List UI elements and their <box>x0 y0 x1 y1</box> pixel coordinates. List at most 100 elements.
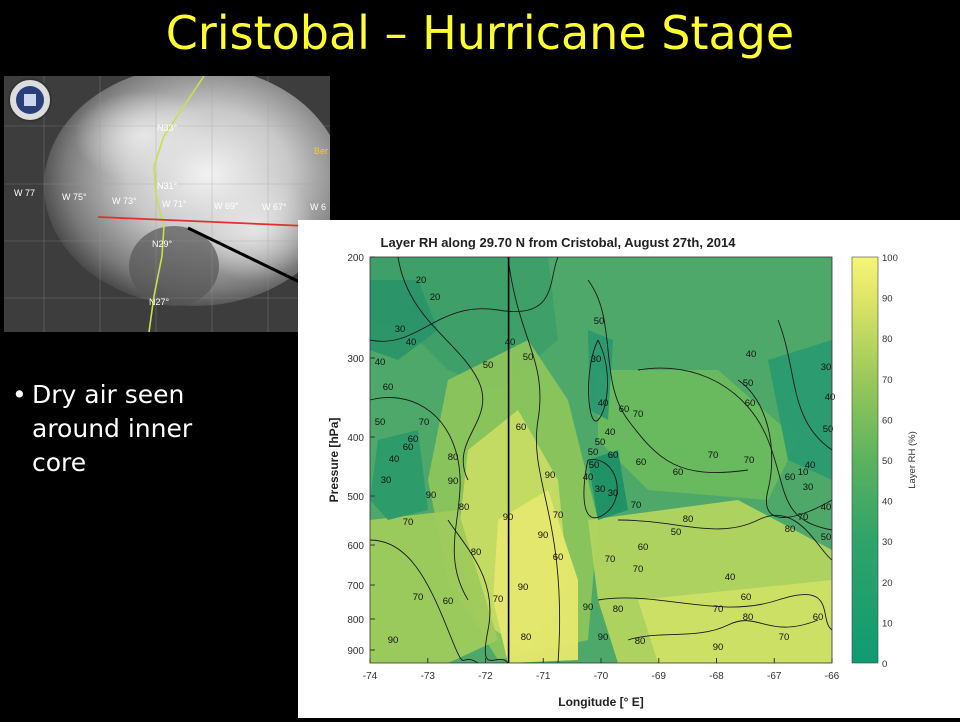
contour-label: 60 <box>403 442 414 453</box>
contour-line <box>507 256 561 664</box>
contour-label: 80 <box>448 452 459 463</box>
contour-label: 80 <box>521 632 532 643</box>
y-tick-label: 800 <box>347 615 364 626</box>
contour-label: 60 <box>383 382 394 393</box>
colorbar-tick-label: 60 <box>882 415 893 426</box>
contour-label: 90 <box>448 476 459 487</box>
colorbar-tick-label: 40 <box>882 497 893 508</box>
contour-line <box>587 279 749 473</box>
y-tick-label: 500 <box>347 492 364 503</box>
contour-label: 90 <box>388 635 399 646</box>
contour-label: 20 <box>430 292 441 303</box>
contour-label: 30 <box>821 362 832 373</box>
contour-label: 70 <box>744 455 755 466</box>
contour-label: 90 <box>518 582 529 593</box>
contour-fill-region <box>370 430 428 520</box>
contour-label: 90 <box>713 642 724 653</box>
contour-label: 30 <box>595 484 606 495</box>
sat-lon-label: W 69° <box>214 201 239 211</box>
contour-label: 60 <box>741 592 752 603</box>
contour-label: 30 <box>381 475 392 486</box>
contour-label: 60 <box>619 404 630 415</box>
contour-label: 70 <box>553 510 564 521</box>
sat-lat-label: N29° <box>152 239 173 249</box>
contour-line <box>369 256 559 342</box>
contour-label: 80 <box>613 604 624 615</box>
colorbar-tick-label: 70 <box>882 375 893 386</box>
bullet-text: Dry air seen around inner core <box>32 380 193 477</box>
contour-label: 30 <box>803 482 814 493</box>
satellite-image: N33° N31° N29° N27° W 77 W 75° W 73° W 7… <box>4 76 330 332</box>
contour-label: 40 <box>746 349 757 360</box>
contour-label: 50 <box>483 360 494 371</box>
x-axis-label: Longitude [° E] <box>558 695 643 709</box>
sat-lon-label: W 67° <box>262 202 287 212</box>
contour-line <box>369 397 469 601</box>
contour-label: 60 <box>638 542 649 553</box>
contour-fill-region <box>370 280 438 360</box>
contour-label: 70 <box>779 632 790 643</box>
contour-label: 50 <box>594 316 605 327</box>
contour-label: 30 <box>608 488 619 499</box>
contour-label: 70 <box>713 604 724 615</box>
y-axis-label: Pressure [hPa] <box>327 418 341 503</box>
colorbar-tick-label: 50 <box>882 456 893 467</box>
contour-label: 50 <box>823 424 834 435</box>
contour-label: 90 <box>545 470 556 481</box>
contour-label: 80 <box>743 612 754 623</box>
colorbar-tick-label: 20 <box>882 578 893 589</box>
contour-label: 90 <box>538 530 549 541</box>
y-tick-label: 400 <box>347 433 364 444</box>
sat-lon-label: W 75° <box>62 192 87 202</box>
contour-label: 40 <box>406 337 417 348</box>
contour-label: 70 <box>403 517 414 528</box>
contour-label: 40 <box>825 392 836 403</box>
contour-fill-region <box>493 490 578 663</box>
contour-label: 70 <box>798 512 809 523</box>
contour-label: 40 <box>375 357 386 368</box>
contour-line <box>397 256 484 481</box>
contour-label: 80 <box>635 636 646 647</box>
colorbar-tick-label: 90 <box>882 294 893 305</box>
contour-label: 60 <box>745 398 756 409</box>
contour-label: 40 <box>725 572 736 583</box>
contour-line <box>637 367 833 531</box>
contour-label: 60 <box>813 612 824 623</box>
slide-title: Cristobal – Hurricane Stage <box>165 6 795 60</box>
contour-fill-region <box>638 580 832 663</box>
colorbar-tick-label: 100 <box>882 253 898 264</box>
sat-fragment-label: Ber <box>314 146 328 156</box>
sat-lat-label: N31° <box>157 181 178 191</box>
contour-label: 50 <box>589 460 600 471</box>
contour-label: 90 <box>598 632 609 643</box>
contour-label: 80 <box>785 524 796 535</box>
contour-label: 50 <box>375 417 386 428</box>
contour-label: 80 <box>459 502 470 513</box>
contour-line <box>617 514 833 561</box>
contour-label: 80 <box>471 547 482 558</box>
contour-label: 70 <box>605 554 616 565</box>
contour-line <box>447 519 509 664</box>
contour-fill-region <box>588 450 628 520</box>
contour-label: 40 <box>605 427 616 438</box>
contour-label: 80 <box>683 514 694 525</box>
x-tick-label: -69 <box>652 671 667 682</box>
x-tick-label: -66 <box>825 671 840 682</box>
bullet-point: • Dry air seen around inner core <box>12 378 242 480</box>
contour-label: 50 <box>821 532 832 543</box>
y-tick-label: 700 <box>347 581 364 592</box>
colorbar-tick-label: 30 <box>882 537 893 548</box>
contour-line <box>588 339 608 422</box>
sat-lon-label: W 77 <box>14 188 35 198</box>
contour-label: 30 <box>395 324 406 335</box>
contour-label: 70 <box>631 500 642 511</box>
y-tick-label: 200 <box>347 253 364 264</box>
contour-label: 60 <box>553 552 564 563</box>
contour-label: 60 <box>785 472 796 483</box>
colorbar-label: Layer RH (%) <box>907 431 918 489</box>
colorbar <box>851 256 879 664</box>
contour-label: 70 <box>633 409 644 420</box>
contour-label: 60 <box>516 422 527 433</box>
x-tick-label: -72 <box>478 671 493 682</box>
contour-fill-region <box>768 340 832 480</box>
